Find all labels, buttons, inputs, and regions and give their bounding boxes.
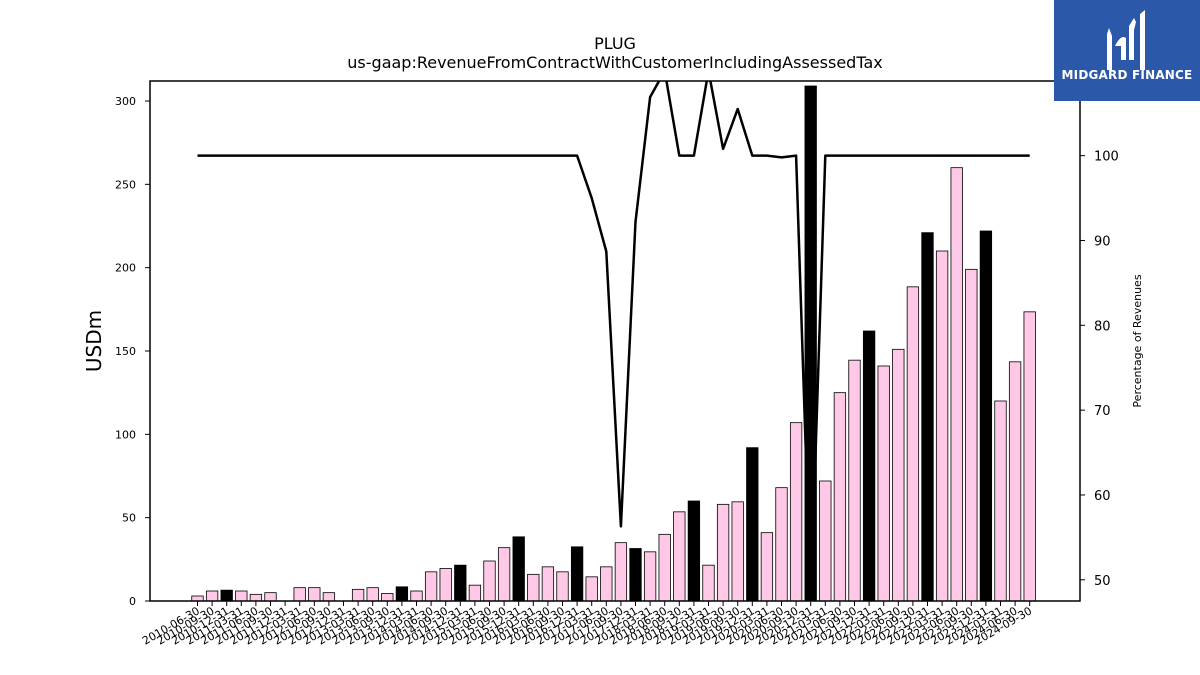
bar — [600, 566, 613, 602]
bar — [541, 566, 555, 602]
bar — [410, 590, 423, 602]
bar — [833, 392, 847, 602]
y2-tick-label: 70 — [1094, 404, 1111, 419]
bar — [366, 587, 379, 602]
bar — [687, 500, 701, 602]
bar — [731, 501, 744, 602]
bar — [716, 503, 730, 602]
bar — [862, 330, 876, 602]
y2-tick-label: 80 — [1094, 319, 1111, 334]
y-tick-label: 0 — [129, 595, 136, 608]
y-tick-label: 200 — [115, 262, 136, 275]
axes-layer: 05010015020025030050607080901002010-06-3… — [115, 80, 1119, 648]
bar — [965, 268, 978, 602]
bar — [877, 365, 890, 602]
bar — [205, 590, 219, 602]
bar — [497, 547, 511, 602]
bar — [322, 592, 336, 602]
bar — [454, 564, 467, 602]
bar — [950, 167, 963, 602]
bar-layer — [191, 85, 1036, 602]
bar — [629, 548, 642, 602]
bar — [264, 592, 277, 602]
logo-mark-icon — [1107, 10, 1145, 70]
plot-frame — [149, 80, 1081, 602]
bar — [381, 593, 394, 602]
bar — [439, 568, 452, 602]
bar — [614, 542, 628, 602]
bar — [892, 348, 905, 602]
bar — [775, 487, 788, 602]
bar — [293, 587, 306, 602]
bar — [760, 532, 774, 602]
y2-tick-label: 90 — [1094, 234, 1111, 249]
bar — [249, 593, 263, 602]
bar — [819, 480, 832, 602]
brand-logo: MIDGARD FINANCE — [1054, 0, 1200, 101]
bar — [556, 571, 569, 602]
bar — [235, 590, 248, 602]
bar — [921, 232, 934, 602]
bar — [483, 560, 496, 602]
bar — [746, 447, 759, 602]
bar — [702, 564, 715, 602]
y-tick-label: 150 — [115, 345, 136, 358]
y2-tick-label: 100 — [1094, 150, 1119, 165]
bar — [789, 422, 803, 602]
bar — [424, 571, 438, 602]
bar — [658, 533, 671, 602]
bar — [643, 551, 657, 602]
line-layer — [197, 81, 1030, 601]
bar — [979, 230, 993, 602]
bar — [906, 286, 920, 602]
bar — [308, 587, 321, 602]
bar — [1023, 311, 1036, 602]
y2-axis-label: Percentage of Revenues — [1131, 274, 1144, 407]
bar — [1008, 361, 1022, 602]
chart-subtitle: us-gaap:RevenueFromContractWithCustomerI… — [347, 53, 882, 72]
series-line — [197, 81, 1030, 601]
bar — [527, 573, 540, 602]
bar — [351, 588, 365, 602]
bar — [395, 586, 409, 602]
bar — [848, 359, 861, 602]
y2-tick-label: 50 — [1094, 574, 1111, 589]
chart-title: PLUG — [594, 34, 636, 53]
bar — [585, 576, 598, 602]
bar — [673, 511, 686, 602]
y-tick-label: 50 — [122, 512, 136, 525]
brand-name: MIDGARD FINANCE — [1061, 68, 1193, 82]
y-tick-label: 250 — [115, 178, 136, 191]
y-axis-label: USDm — [82, 310, 106, 372]
bar — [935, 250, 949, 602]
bar — [570, 546, 584, 602]
y-tick-label: 300 — [115, 95, 136, 108]
bar — [468, 584, 482, 602]
bar — [512, 536, 525, 602]
bar — [804, 85, 817, 602]
y-tick-label: 100 — [115, 428, 136, 441]
y2-tick-label: 60 — [1094, 489, 1111, 504]
bar — [994, 400, 1007, 602]
bar — [220, 589, 233, 602]
